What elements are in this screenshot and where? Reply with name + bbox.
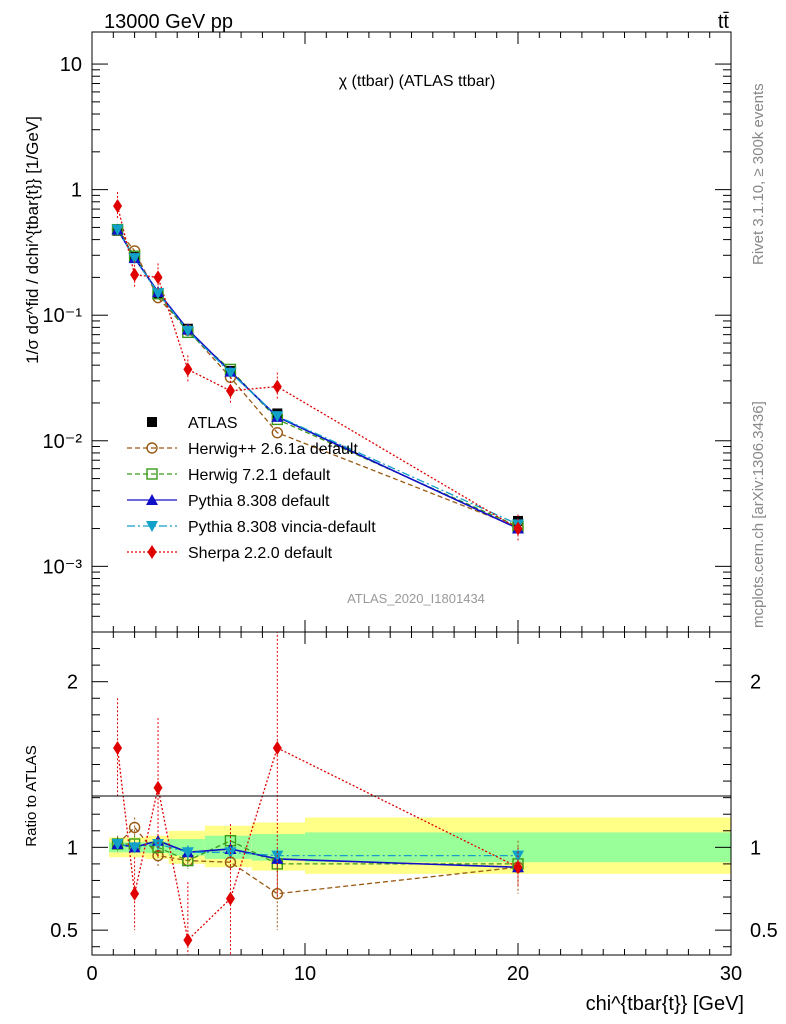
- legend-label-2: Herwig 7.2.1 default: [188, 467, 331, 484]
- main-point-5-0: [113, 199, 123, 214]
- plot-title: χ (ttbar) (ATLAS ttbar): [339, 73, 496, 90]
- ratio-y-tick-label-right-2: 2: [750, 672, 761, 694]
- ratio-point-4-2: [153, 780, 163, 795]
- main-point-5-3: [183, 362, 193, 377]
- main-point-4-4: [224, 367, 237, 379]
- ratio-point-3-1: [128, 842, 141, 854]
- mcplots-source-label: mcplots.cern.ch [arXiv:1306.3436]: [750, 401, 767, 628]
- legend-label-1: Herwig++ 2.6.1a default: [188, 441, 358, 458]
- main-point-4-3: [181, 325, 194, 337]
- ratio-series-markers: [111, 632, 524, 955]
- legend-marker-0: [147, 417, 157, 427]
- legend-marker-4: [146, 521, 158, 532]
- main-point-1-5: [271, 426, 284, 439]
- main-point-5-6: [513, 521, 523, 536]
- legend: ATLAS Herwig++ 2.6.1a default Herwig 7.2.1…: [127, 415, 376, 562]
- ratio-point-4-0: [113, 740, 123, 755]
- main-point-5-5: [272, 379, 282, 394]
- ratio-y-tick-label-right-1: 1: [750, 837, 761, 859]
- ratio-point-4-3: [183, 933, 193, 948]
- legend-label-3: Pythia 8.308 default: [188, 493, 330, 510]
- legend-label-5: Sherpa 2.2.0 default: [188, 545, 333, 562]
- main-y-axis-label: 1/σ dσ^fid / dchi^{tbar{t}} [1/GeV]: [23, 116, 42, 364]
- main-point-5-2: [153, 270, 163, 285]
- x-tick-label-10: 10: [294, 963, 316, 985]
- analysis-id: ATLAS_2020_I1801434: [347, 591, 485, 606]
- legend-marker-5: [147, 545, 157, 559]
- main-point-5-1: [130, 267, 140, 282]
- ratio-point-4-6: [513, 860, 523, 875]
- x-axis-label: chi^{tbar{t}} [GeV]: [586, 993, 744, 1015]
- rivet-version-label: Rivet 3.1.10, ≥ 300k events: [750, 83, 767, 265]
- ratio-bands: [109, 817, 731, 874]
- ratio-y-tick-label-right-0: 0.5: [750, 920, 778, 942]
- legend-label-0: ATLAS: [188, 415, 238, 432]
- x-tick-label-20: 20: [507, 963, 529, 985]
- process-label: tt̄: [718, 11, 730, 33]
- axis-ticks: [91, 32, 732, 955]
- main-point-4-2: [152, 288, 165, 300]
- x-tick-label-30: 30: [720, 963, 742, 985]
- ratio-point-4-1: [130, 886, 140, 901]
- ratio-point-3-2: [152, 839, 165, 851]
- legend-marker-2: [146, 468, 158, 480]
- energy-label: 13000 GeV pp: [104, 11, 233, 33]
- main-point-4-1: [128, 253, 141, 265]
- ratio-point-3-0: [111, 839, 124, 851]
- main-point-4-0: [111, 224, 124, 236]
- ratio-y-tick-label-left-2: 2: [67, 672, 78, 694]
- x-tick-label-0: 0: [86, 963, 97, 985]
- main-y-tick-label-4: 10⁻³: [43, 556, 83, 578]
- main-y-tick-label-0: 10: [60, 54, 82, 76]
- ratio-point-4-4: [225, 891, 235, 906]
- main-series-markers: [111, 192, 524, 543]
- ratio-point-3-3: [181, 847, 194, 859]
- main-y-tick-label-2: 10⁻¹: [43, 305, 83, 327]
- main-point-5-4: [225, 383, 235, 398]
- ratio-point-0-1: [128, 821, 141, 834]
- ratio-y-axis-label: Ratio to ATLAS: [23, 745, 40, 846]
- main-y-tick-label-3: 10⁻²: [43, 431, 83, 453]
- legend-label-4: Pythia 8.308 vincia-default: [188, 519, 376, 536]
- tick-labels: 0 10 20 30 10 1 10⁻¹ 10⁻² 10⁻³ 0.5 0.5 1 1 2 2: [43, 54, 778, 985]
- ratio-y-tick-label-left-1: 1: [67, 837, 78, 859]
- legend-marker-3: [146, 494, 158, 505]
- ratio-point-4-5: [272, 740, 282, 755]
- ratio-y-tick-label-left-0: 0.5: [50, 920, 78, 942]
- main-y-tick-label-1: 1: [71, 180, 82, 202]
- legend-marker-1: [146, 442, 158, 454]
- main-point-4-5: [271, 411, 284, 423]
